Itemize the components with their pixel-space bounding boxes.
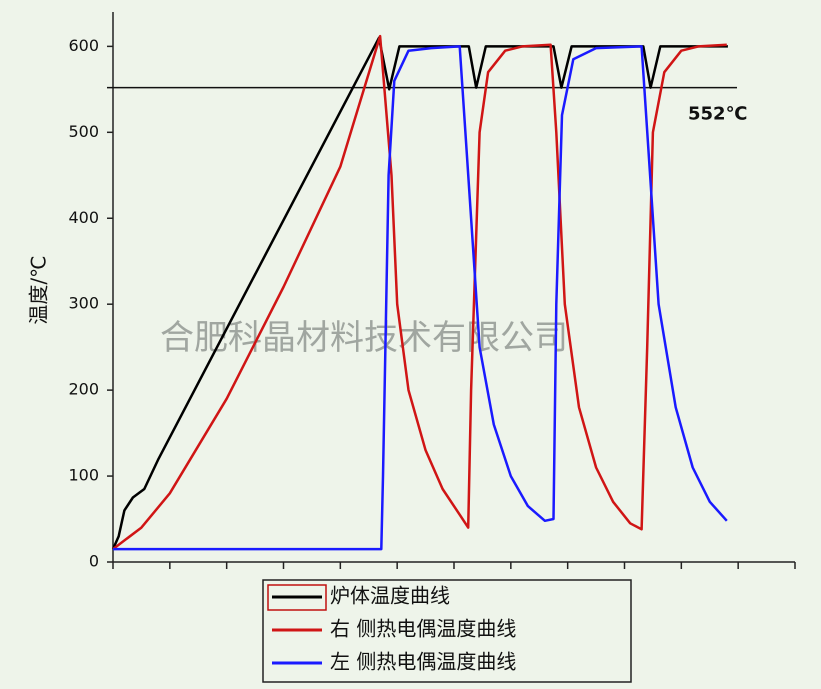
legend-label: 右 侧热电偶温度曲线 bbox=[330, 617, 516, 641]
y-tick-label: 300 bbox=[68, 294, 99, 313]
y-tick-label: 200 bbox=[68, 380, 99, 399]
y-tick-label: 600 bbox=[68, 36, 99, 55]
y-tick-label: 500 bbox=[68, 122, 99, 141]
y-tick-label: 0 bbox=[89, 552, 99, 571]
legend-box bbox=[262, 579, 632, 683]
series-line bbox=[112, 34, 727, 551]
legend-label: 左 侧热电偶温度曲线 bbox=[330, 650, 516, 674]
y-tick-label: 100 bbox=[68, 466, 99, 485]
series-line bbox=[111, 36, 728, 550]
legend-highlight bbox=[267, 584, 327, 611]
y-tick-label: 400 bbox=[68, 208, 99, 227]
legend-label: 炉体温度曲线 bbox=[330, 584, 450, 608]
series-line bbox=[113, 45, 728, 551]
y-axis-label: 温度/℃ bbox=[27, 255, 51, 324]
reference-label: 552℃ bbox=[688, 104, 747, 125]
